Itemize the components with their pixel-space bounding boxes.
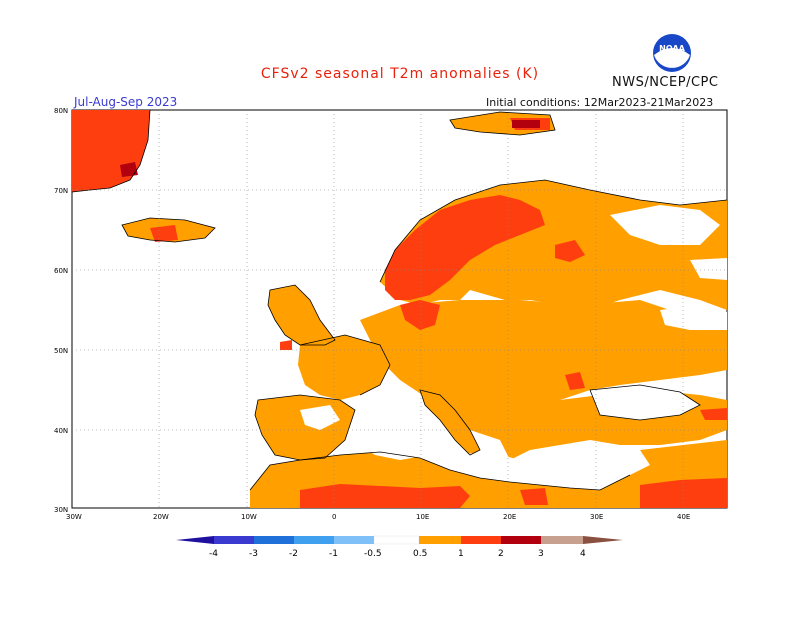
coastlines — [71, 109, 728, 491]
noaa-logo: NOAA — [653, 34, 691, 72]
colorbar-label-05: 0.5 — [413, 549, 427, 559]
lon-label-10e: 10E — [416, 513, 429, 521]
colorbar-label-2: 2 — [498, 549, 504, 559]
agency-label: NWS/NCEP/CPC — [612, 75, 719, 90]
lon-label-20w: 20W — [153, 513, 169, 521]
season-label: Jul-Aug-Sep 2023 — [74, 95, 178, 109]
lon-label-30e: 30E — [590, 513, 603, 521]
colorbar-label-n05: -0.5 — [364, 549, 382, 559]
anomaly-fill-red — [72, 110, 727, 508]
colorbar-label-n2: -2 — [289, 549, 298, 559]
colorbar-label-n4: -4 — [209, 549, 218, 559]
lon-label-20e: 20E — [503, 513, 516, 521]
neutral-areas — [300, 205, 727, 472]
chart-title: CFSv2 seasonal T2m anomalies (K) — [260, 66, 540, 82]
colorbar-seg-3 — [294, 536, 334, 544]
lat-label-60: 60N — [54, 267, 68, 275]
colorbar-label-4: 4 — [580, 549, 586, 559]
colorbar-seg-6 — [419, 536, 461, 544]
colorbar-seg-8 — [501, 536, 541, 544]
logo-text: NOAA — [659, 44, 685, 53]
colorbar-seg-1 — [214, 536, 254, 544]
lat-label-40: 40N — [54, 427, 68, 435]
colorbar-label-3: 3 — [538, 549, 544, 559]
lat-label-70: 70N — [54, 187, 68, 195]
lon-label-40e: 40E — [677, 513, 690, 521]
colorbar-seg-lt-4 — [176, 536, 214, 544]
anomaly-fill-darkred — [120, 120, 540, 177]
lon-label-10w: 10W — [241, 513, 257, 521]
lat-label-50: 50N — [54, 347, 68, 355]
initial-conditions-label: Initial conditions: 12Mar2023-21Mar2023 — [486, 96, 714, 109]
colorbar-label-n3: -3 — [249, 549, 258, 559]
colorbar: -4 -3 -2 -1 -0.5 0.5 1 2 3 4 — [176, 535, 623, 559]
colorbar-label-n1: -1 — [329, 549, 338, 559]
colorbar-seg-4 — [334, 536, 374, 544]
lon-label-0: 0 — [332, 513, 336, 521]
lat-label-80: 80N — [54, 107, 68, 115]
colorbar-seg-7 — [461, 536, 501, 544]
colorbar-seg-2 — [254, 536, 294, 544]
colorbar-seg-gt-4 — [583, 536, 623, 544]
colorbar-label-1: 1 — [458, 549, 464, 559]
colorbar-seg-5 — [373, 535, 420, 545]
lat-label-30: 30N — [54, 506, 68, 514]
colorbar-seg-9 — [541, 536, 583, 544]
lon-label-30w: 30W — [66, 513, 82, 521]
